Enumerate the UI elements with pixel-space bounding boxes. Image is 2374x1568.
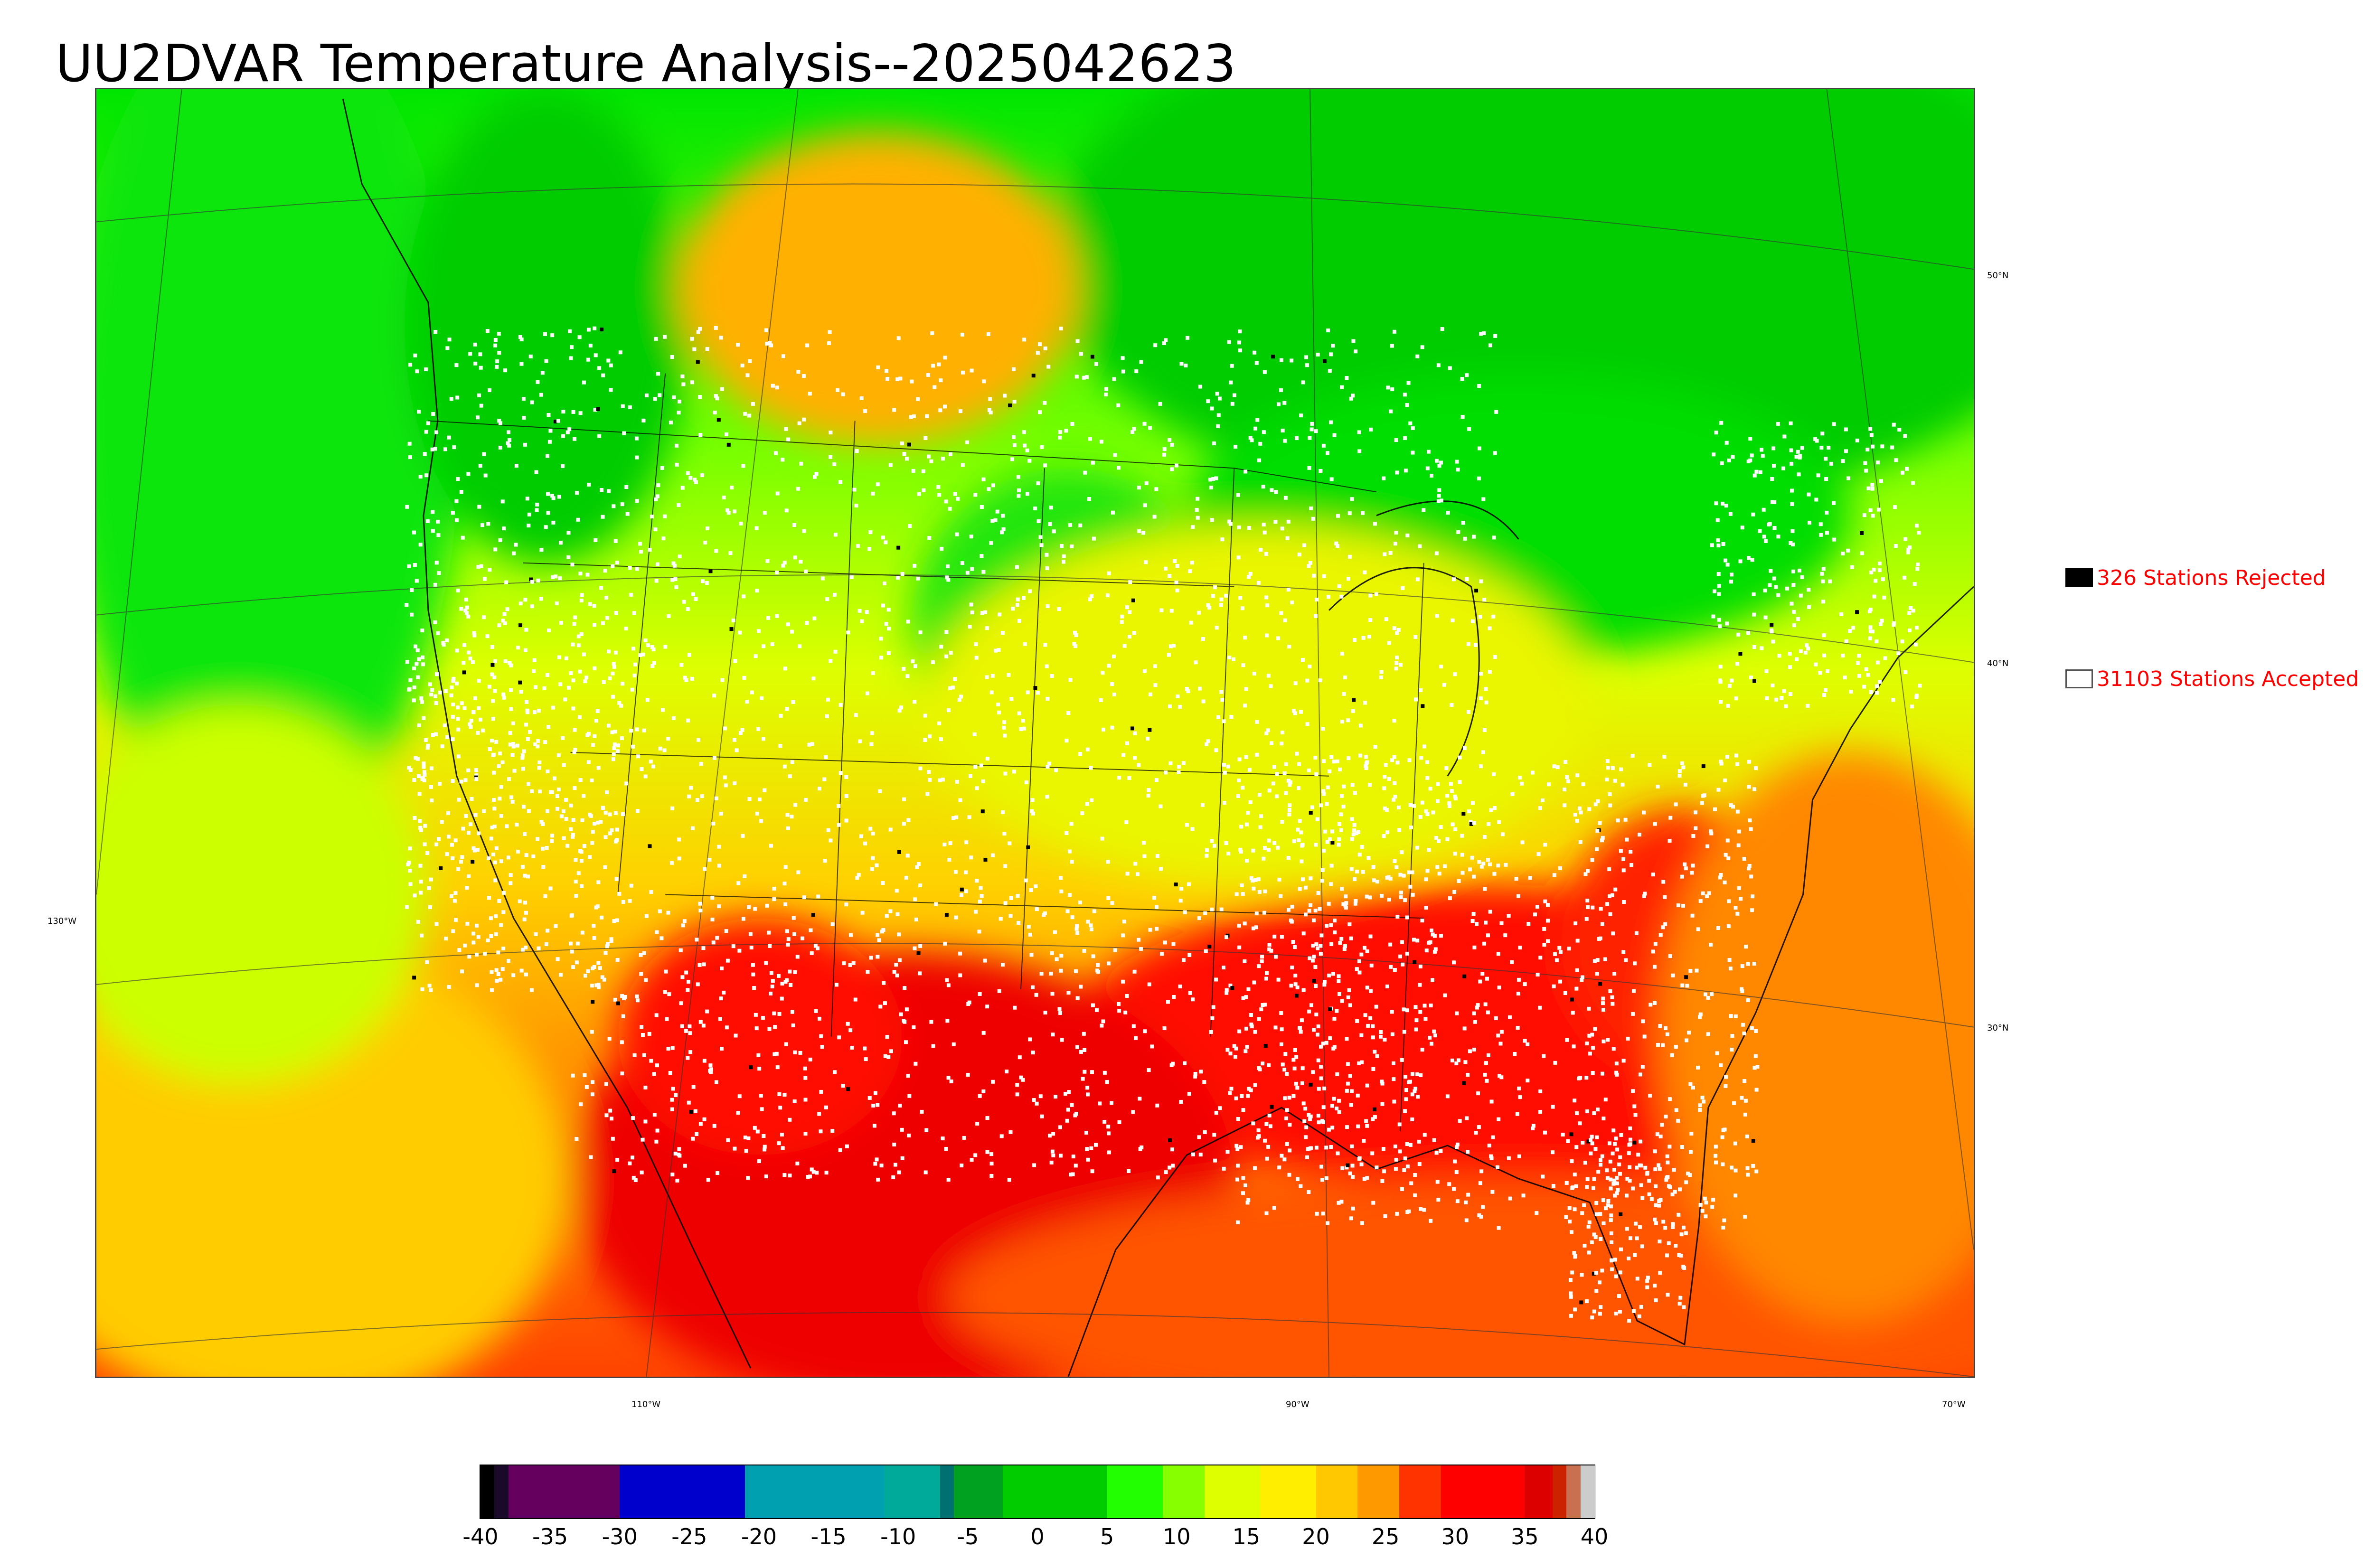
coastlines: [342, 98, 1974, 1377]
colorbar-segment: [940, 1465, 955, 1518]
colorbar-tick-label: -30: [602, 1524, 638, 1549]
rejected-label: 326 Stations Rejected: [2097, 565, 2326, 590]
colorbar-tick-label: -5: [957, 1524, 979, 1549]
colorbar-segment: [1107, 1465, 1163, 1518]
legend-rejected: 326 Stations Rejected: [2065, 566, 2326, 590]
colorbar-tick-label: -15: [810, 1524, 847, 1549]
colorbar-segment: [954, 1465, 1003, 1518]
temperature-field: [96, 89, 1974, 1377]
colorbar-tick-label: 25: [1371, 1524, 1400, 1549]
colorbar-tick-label: 40: [1580, 1524, 1609, 1549]
accepted-swatch: [2065, 669, 2093, 688]
colorbar-segment: [1316, 1465, 1358, 1518]
page-title: UU2DVAR Temperature Analysis--2025042623: [55, 34, 1236, 94]
colorbar-segment: [1580, 1465, 1595, 1518]
lat-label-40n: 40°N: [1987, 658, 2009, 668]
colorbar-tick-label: 35: [1511, 1524, 1539, 1549]
colorbar-segment: [745, 1465, 885, 1518]
lon-label-130w: 130°W: [47, 916, 77, 926]
colorbar-tick-label: -35: [532, 1524, 568, 1549]
lat-label-50n: 50°N: [1987, 271, 2009, 281]
colorbar-segment: [1566, 1465, 1581, 1518]
colorbar-segment: [620, 1465, 746, 1518]
colorbar-tick-label: 5: [1100, 1524, 1114, 1549]
colorbar-tick-label: 15: [1232, 1524, 1261, 1549]
colorbar-segment: [1260, 1465, 1317, 1518]
colorbar-segment: [508, 1465, 621, 1518]
accepted-label: 31103 Stations Accepted: [2097, 667, 2359, 691]
lon-label-110w: 110°W: [631, 1399, 661, 1409]
colorbar-tick-label: -10: [880, 1524, 916, 1549]
colorbar-tick-label: 0: [1030, 1524, 1045, 1549]
lat-label-30n: 30°N: [1987, 1023, 2009, 1033]
colorbar-segment: [1399, 1465, 1442, 1518]
station-markers: [405, 326, 1922, 1323]
colorbar-segment: [480, 1465, 495, 1518]
colorbar-tick-label: 20: [1302, 1524, 1330, 1549]
colorbar-segment: [1204, 1465, 1261, 1518]
state-borders: [428, 373, 1424, 1132]
colorbar-tick-label: 10: [1162, 1524, 1191, 1549]
colorbar-tick-label: -40: [462, 1524, 499, 1549]
colorbar-segment: [1525, 1465, 1554, 1518]
legend-accepted: 31103 Stations Accepted: [2065, 667, 2359, 691]
lon-label-70w: 70°W: [1942, 1399, 1966, 1409]
colorbar-tick-label: -25: [671, 1524, 707, 1549]
colorbar-segment: [1553, 1465, 1567, 1518]
rejected-swatch: [2065, 568, 2093, 587]
colorbar-segment: [1002, 1465, 1108, 1518]
colorbar-segment: [1357, 1465, 1400, 1518]
colorbar-segment: [884, 1465, 941, 1518]
colorbar-segment: [494, 1465, 509, 1518]
temperature-map[interactable]: [95, 88, 1975, 1378]
lon-label-90w: 90°W: [1286, 1399, 1309, 1409]
colorbar: [480, 1465, 1595, 1519]
colorbar-segment: [1162, 1465, 1205, 1518]
colorbar-segment: [1441, 1465, 1526, 1518]
colorbar-tick-label: -20: [741, 1524, 777, 1549]
colorbar-tick-label: 30: [1441, 1524, 1470, 1549]
